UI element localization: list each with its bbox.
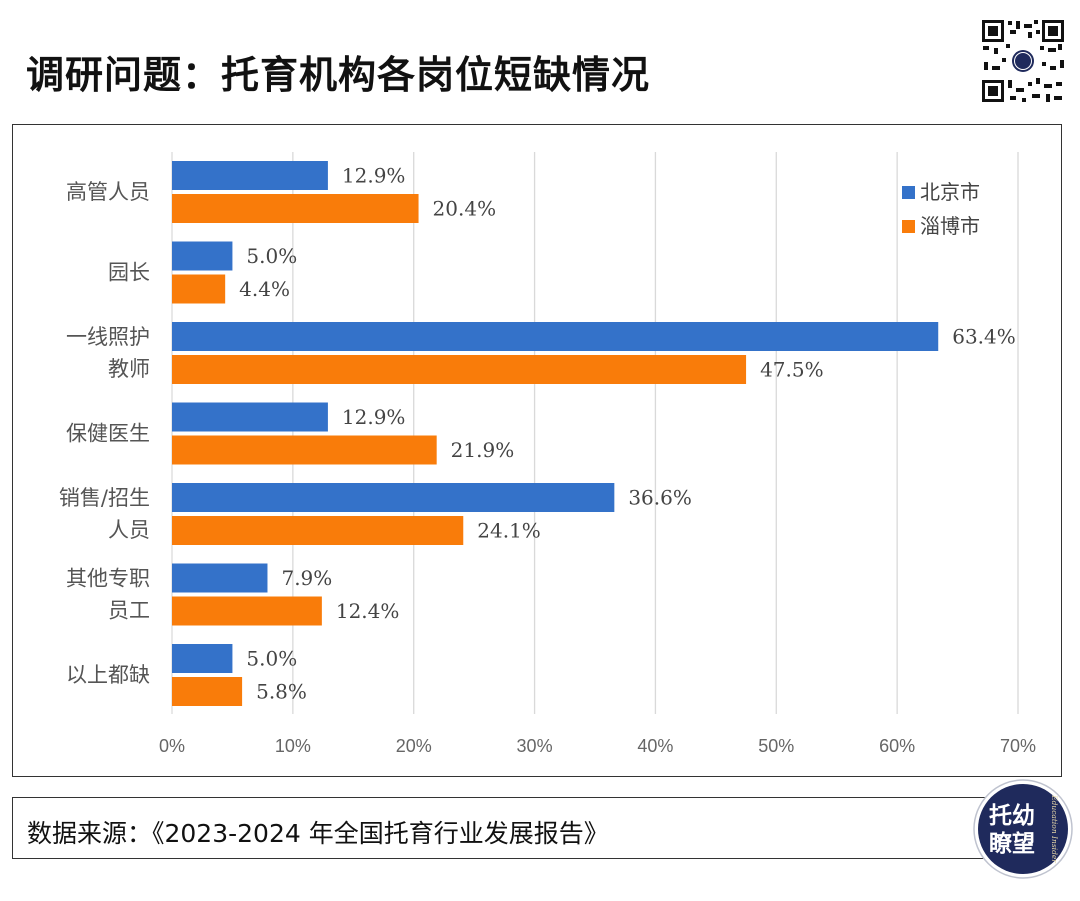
data-label: 12.9% [342,405,406,429]
category-label: 人员 [108,518,150,542]
data-label: 24.1% [477,519,541,543]
x-tick-label: 10% [275,736,311,756]
x-tick-label: 50% [758,736,794,756]
category-label: 以上都缺 [66,663,150,687]
data-label: 7.9% [281,566,332,590]
bar-zibo [172,516,464,545]
data-label: 21.9% [451,438,515,462]
legend-label: 淄博市 [920,214,980,238]
data-label: 47.5% [760,358,824,382]
category-label: 销售/招生 [59,486,150,510]
bar-zibo [172,274,226,304]
data-label: 4.4% [239,277,290,301]
data-label: 20.4% [433,197,497,221]
data-label: 12.9% [342,164,406,188]
bar-zibo [172,435,437,465]
bar-beijing [172,402,328,432]
legend-swatch-zibo [902,220,915,233]
bar-zibo [172,194,419,223]
data-label: 12.4% [336,599,400,623]
category-label: 保健医生 [66,422,150,446]
seal-side-text: Education Insider [1050,794,1059,863]
bar-zibo [172,596,322,626]
x-tick-label: 60% [879,736,915,756]
category-label: 园长 [108,261,150,285]
data-label: 5.0% [246,647,297,671]
bar-zibo [172,355,747,384]
seal-line-1: 托幼 [989,802,1035,829]
category-label: 教师 [108,357,150,381]
category-label: 高管人员 [66,180,150,204]
category-label: 一线照护 [66,325,150,349]
x-tick-label: 40% [637,736,673,756]
data-label: 63.4% [952,325,1016,349]
seal-disc [978,784,1068,874]
x-tick-label: 20% [396,736,432,756]
bar-beijing [172,644,233,673]
legend-label: 北京市 [920,180,980,204]
x-tick-label: 70% [1000,736,1036,756]
bar-beijing [172,483,615,512]
bar-beijing [172,563,268,593]
data-label: 5.0% [246,244,297,268]
qr-pattern [982,20,1064,102]
qr-code [980,18,1066,104]
bar-beijing [172,241,233,271]
legend-swatch-beijing [902,186,915,199]
x-tick-label: 30% [517,736,553,756]
qr-center-logo [1012,50,1034,72]
page-title: 调研问题：托育机构各岗位短缺情况 [26,53,651,97]
data-label: 36.6% [628,486,692,510]
seal-line-2: 瞭望 [989,831,1035,857]
x-tick-label: 0% [159,736,185,756]
bar-beijing [172,161,328,190]
category-label: 员工 [108,599,150,623]
data-label: 5.8% [256,680,307,704]
bar-zibo [172,677,243,706]
source-footer: 数据来源：《2023-2024 年全国托育行业发展报告》 [12,797,1012,859]
brand-seal-logo: 托幼 瞭望 Education Insider [973,779,1073,879]
category-label: 其他专职 [66,567,150,591]
bar-beijing [172,322,939,351]
bar-chart: 0% 10% 20% 30% 40% 50% 60% 70% 12.9% 20.4% 高管人员 5.0… [59,152,1036,756]
source-text: 数据来源：《2023-2024 年全国托育行业发展报告》 [27,819,609,848]
